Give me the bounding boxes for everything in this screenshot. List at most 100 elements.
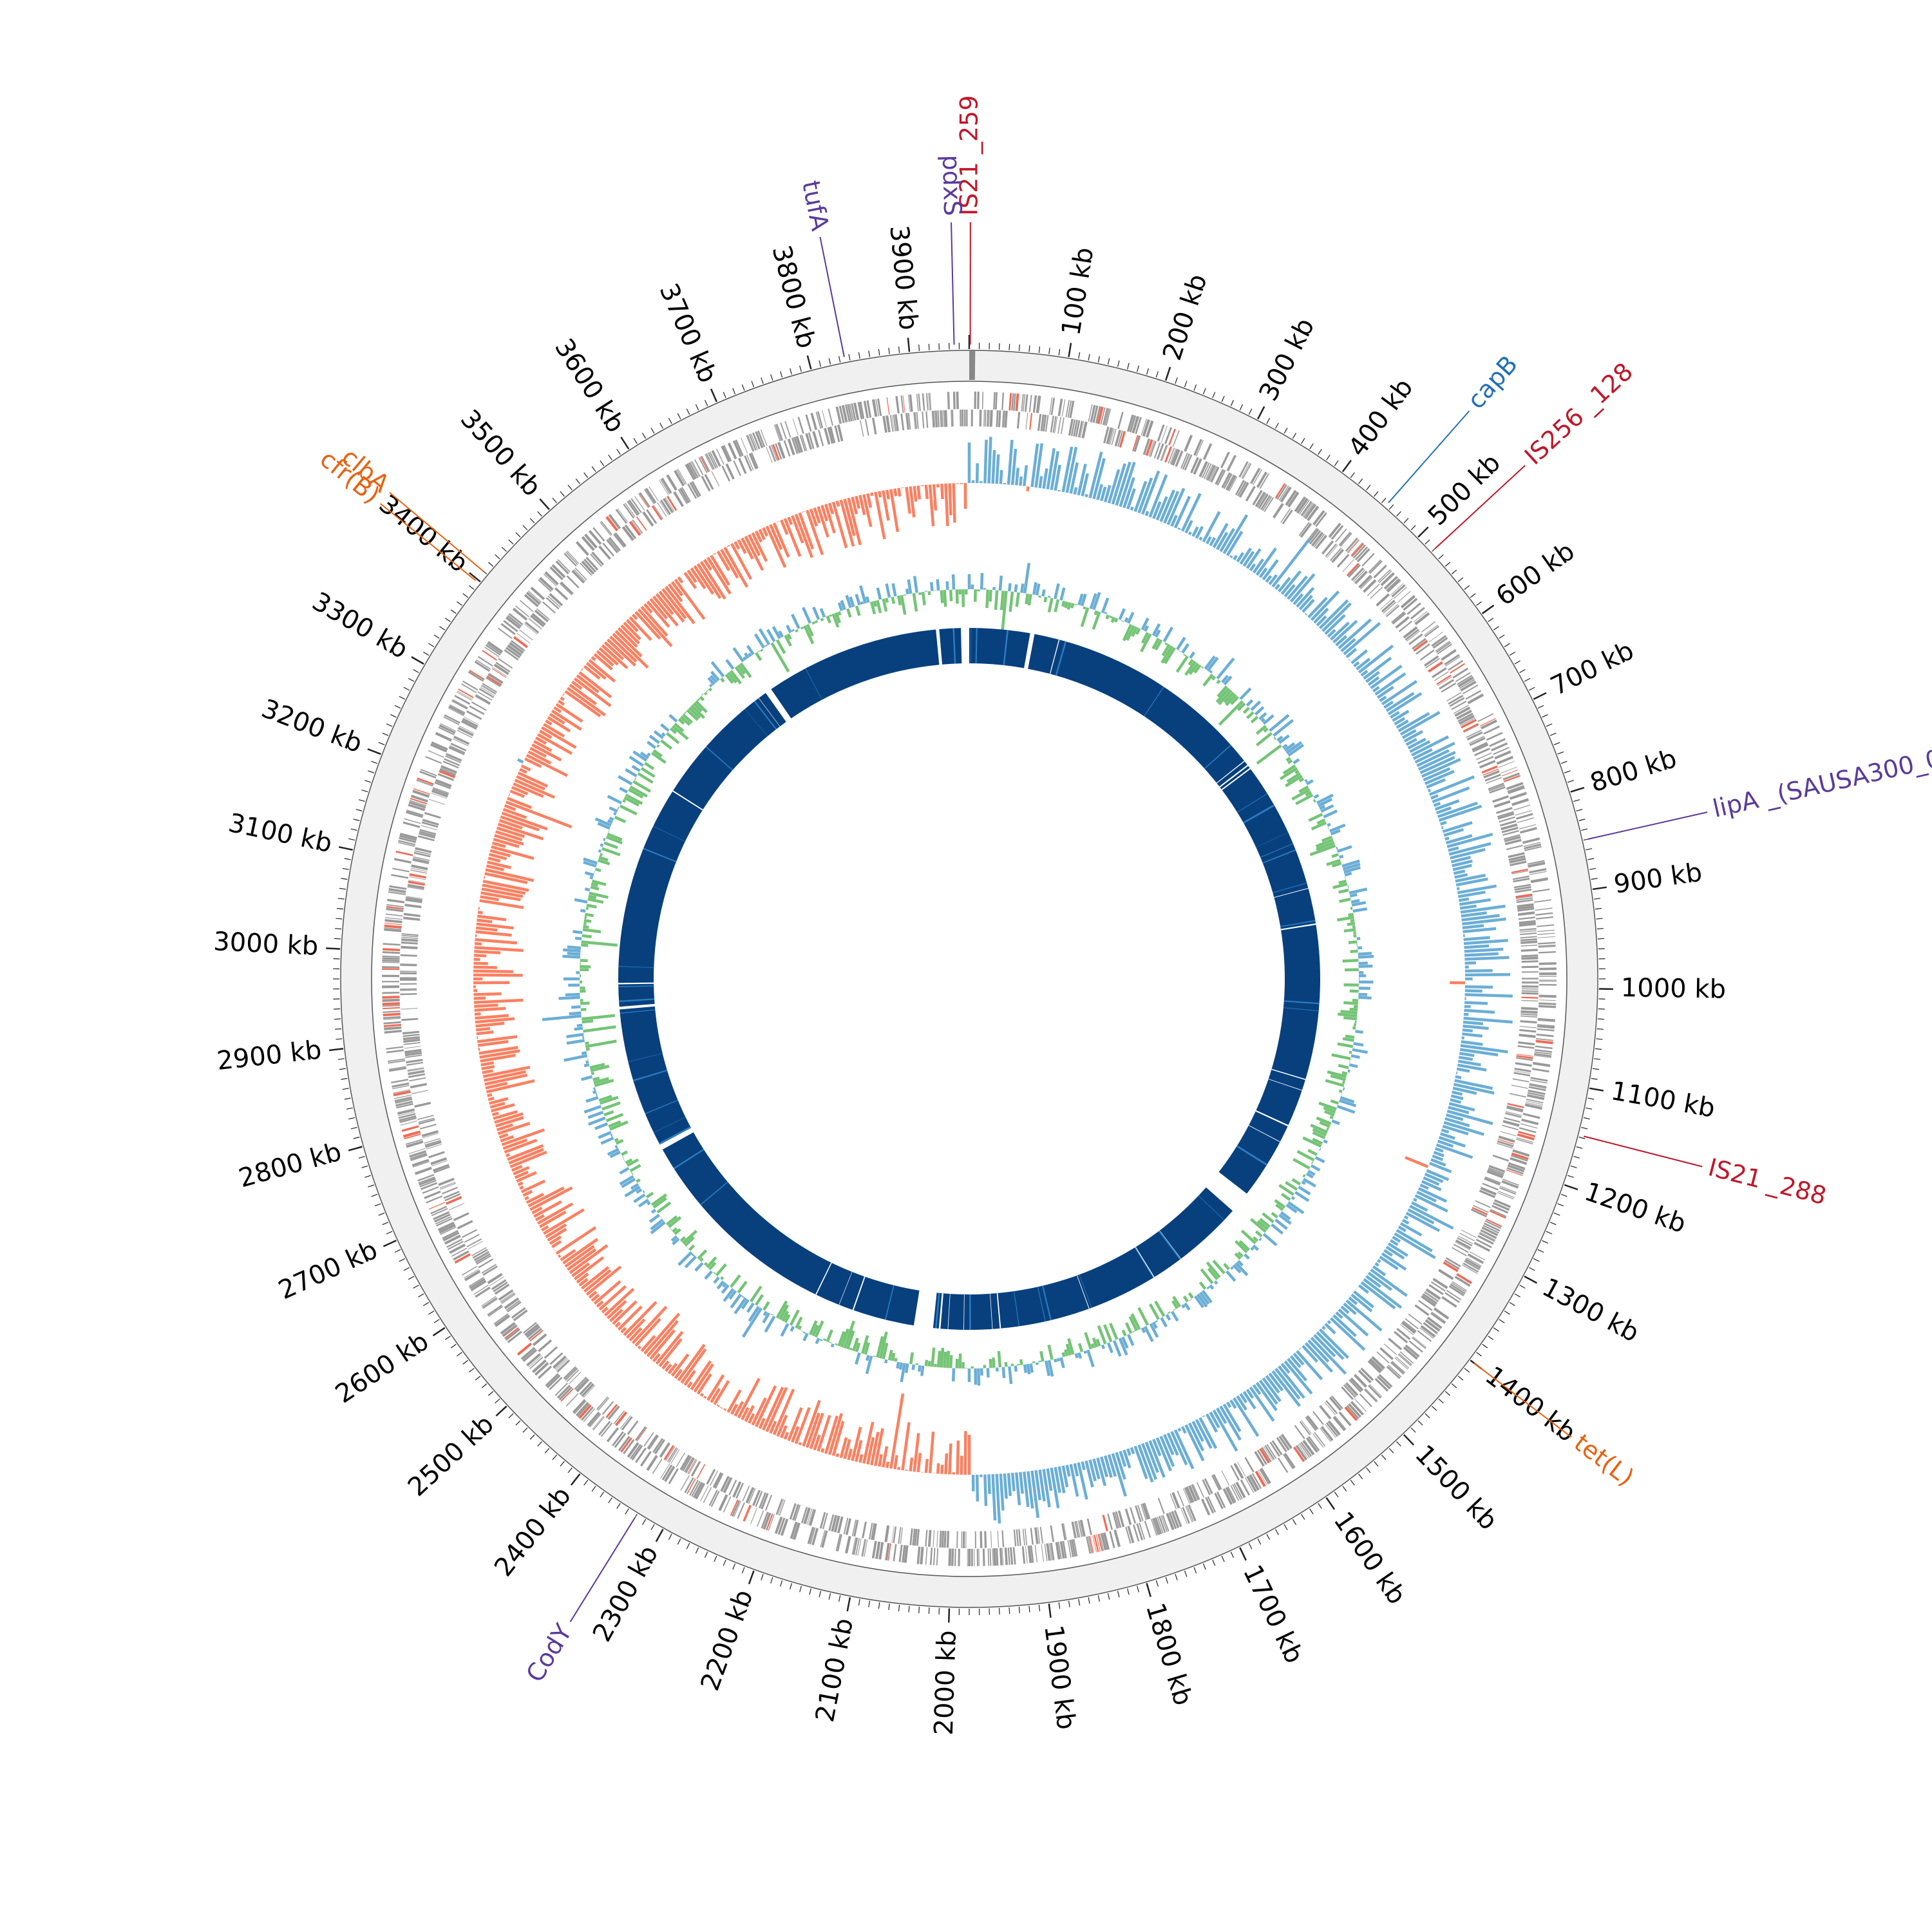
cds-feature (1054, 416, 1058, 433)
cds-feature (1346, 563, 1359, 576)
cds-feature (1153, 442, 1161, 459)
cds-feature (1037, 1527, 1041, 1544)
cds-feature (1094, 1535, 1099, 1552)
minor-tick (567, 484, 573, 491)
cds-feature (383, 1010, 401, 1014)
cds-feature (1529, 1084, 1547, 1089)
cds-feature (524, 594, 539, 607)
homology-variation (1158, 1230, 1181, 1260)
cds-feature (1512, 875, 1530, 880)
cds-feature (1441, 649, 1457, 661)
cds-feature (1203, 463, 1212, 479)
cds-feature (1461, 1229, 1477, 1238)
minor-tick (1301, 1513, 1305, 1520)
cds-feature (410, 1083, 428, 1089)
cds-feature (382, 968, 400, 971)
cds-feature (1438, 1269, 1454, 1280)
cds-feature (1184, 435, 1193, 452)
cds-feature (1182, 453, 1190, 470)
cds-feature (853, 1520, 859, 1537)
cds-feature (401, 936, 419, 939)
cds-feature (1508, 852, 1525, 858)
cds-feature (1530, 877, 1549, 884)
cds-feature (651, 505, 663, 520)
cds-feature (1170, 448, 1177, 464)
cds-feature (555, 560, 569, 574)
cds-feature (1100, 407, 1106, 425)
cds-feature (1276, 484, 1287, 500)
cds-feature (469, 669, 485, 680)
cds-feature (395, 1101, 413, 1107)
cds-feature (1538, 944, 1556, 947)
cds-feature (1454, 706, 1471, 717)
homology-variation (653, 826, 685, 842)
major-tick (1570, 786, 1585, 793)
cds-feature (1448, 1285, 1464, 1296)
cds-feature (746, 455, 754, 471)
cds-feature (613, 1410, 625, 1425)
cds-feature (1535, 916, 1554, 920)
cds-feature (748, 453, 757, 469)
cds-feature (1428, 1284, 1444, 1296)
cds-feature (1507, 785, 1524, 792)
annotation-leader-line (819, 236, 845, 357)
cds-feature (631, 520, 642, 535)
cds-feature (1273, 503, 1284, 519)
minor-tick (838, 1595, 841, 1602)
minor-tick (1381, 497, 1387, 504)
cds-feature (1463, 724, 1479, 733)
cds-feature (1479, 759, 1496, 769)
cds-feature (1354, 546, 1368, 561)
cds-feature (1353, 569, 1366, 582)
cds-feature (853, 402, 860, 421)
cds-feature (701, 475, 711, 492)
cds-feature (1517, 911, 1535, 916)
cds-feature (1034, 1544, 1038, 1562)
tick-label: 1100 kb (1609, 1076, 1718, 1124)
cds-feature (406, 811, 423, 819)
cds-feature (1462, 685, 1479, 695)
tick-label: 700 kb (1546, 636, 1639, 701)
cds-feature (1245, 1477, 1255, 1493)
minor-tick (1578, 819, 1586, 821)
cds-feature (1445, 1257, 1461, 1267)
minor-tick (1581, 828, 1588, 831)
minor-tick (1137, 1586, 1139, 1593)
cds-feature (670, 1449, 680, 1464)
minor-tick (1342, 1486, 1347, 1492)
cds-feature (680, 1475, 690, 1491)
cds-feature (1157, 1497, 1165, 1514)
cds-feature (400, 978, 417, 981)
cds-feature (644, 1432, 654, 1447)
cds-feature (668, 1448, 679, 1463)
minor-tick (348, 838, 355, 841)
cds-feature (1258, 493, 1269, 509)
cds-feature (1133, 1524, 1140, 1542)
cds-feature (432, 788, 449, 795)
cds-feature (1456, 1273, 1473, 1284)
cds-feature (557, 559, 571, 573)
cds-feature (1095, 406, 1101, 424)
cds-feature (1417, 1330, 1432, 1342)
cds-feature (1003, 410, 1005, 428)
cds-feature (385, 913, 403, 917)
cds-feature (791, 437, 798, 454)
cds-feature (1410, 607, 1425, 620)
tick-label: 3400 kb (374, 489, 474, 579)
cds-feature (1423, 655, 1439, 667)
cds-feature (386, 904, 404, 908)
cds-feature (383, 1021, 401, 1025)
cds-feature (1282, 509, 1293, 525)
cds-feature (1221, 472, 1231, 488)
cds-feature (821, 1530, 828, 1548)
cds-feature (394, 1094, 412, 1099)
cds-feature (1220, 451, 1230, 468)
cds-feature (592, 527, 605, 542)
tick-label: 1600 kb (1328, 1506, 1412, 1609)
cds-feature (711, 450, 721, 467)
minor-tick (858, 352, 860, 359)
cds-feature (1343, 1385, 1356, 1398)
minor-tick (1514, 660, 1520, 665)
cds-feature (801, 434, 808, 451)
cds-feature (581, 560, 595, 575)
